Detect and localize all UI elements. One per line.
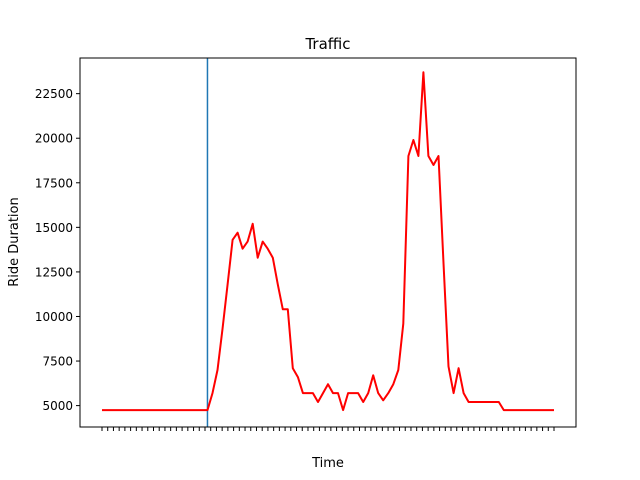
y-tick-label: 10000	[35, 310, 73, 324]
y-tick-label: 12500	[35, 265, 73, 279]
y-tick-label: 15000	[35, 221, 73, 235]
axes-frame	[79, 57, 577, 428]
y-tick-label: 5000	[42, 399, 73, 413]
y-tick-label: 22500	[35, 87, 73, 101]
axis-ticks: 5000 7500 10000 12500 15000 17500 20000 22500	[35, 87, 555, 431]
ride-duration-line	[102, 71, 554, 412]
y-tick-label: 7500	[42, 355, 73, 369]
plot-content	[102, 58, 554, 427]
chart-title: Traffic	[304, 35, 350, 53]
x-axis-label: Time	[311, 456, 344, 471]
y-tick-label: 17500	[35, 176, 73, 190]
y-axis-label: Ride Duration	[7, 197, 22, 287]
y-tick-label: 20000	[35, 132, 73, 146]
